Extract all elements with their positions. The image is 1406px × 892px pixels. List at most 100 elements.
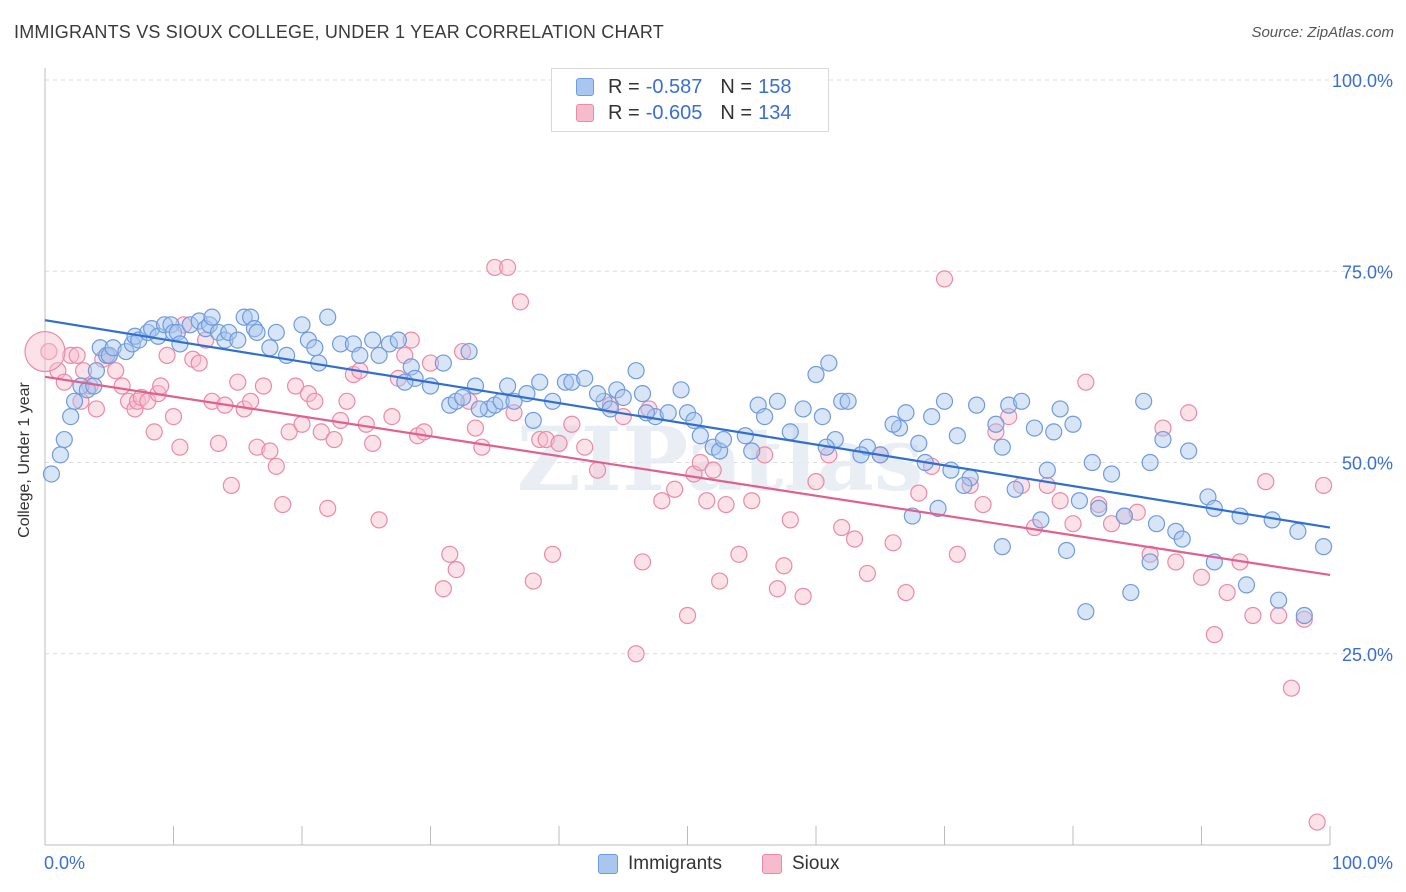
data-point-immigrants [1102, 465, 1121, 483]
data-point-immigrants [897, 404, 915, 422]
data-point-sioux [755, 446, 774, 464]
data-point-sioux [1308, 813, 1326, 831]
data-point-sioux [209, 434, 228, 452]
data-point-sioux [704, 461, 722, 479]
data-point-immigrants [987, 415, 1005, 433]
data-point-sioux [678, 606, 697, 625]
data-point-sioux [1077, 373, 1095, 391]
data-point-immigrants [563, 373, 581, 391]
data-point-sioux [190, 354, 208, 372]
data-point-immigrants [929, 499, 947, 517]
data-point-sioux [1102, 515, 1121, 533]
data-point-sioux [910, 484, 928, 502]
bottom-legend-immigrants: Immigrants [598, 852, 722, 876]
data-point-sioux [935, 270, 954, 288]
gridlines [45, 79, 1392, 655]
data-point-immigrants [51, 446, 70, 464]
data-point-immigrants [948, 427, 966, 445]
data-point-sioux [312, 423, 330, 441]
data-point-sioux [158, 346, 176, 364]
data-point-sioux [531, 430, 549, 449]
data-point-immigrants [1070, 492, 1089, 510]
legend-swatch-sioux [576, 104, 594, 122]
data-point-sioux [1295, 610, 1313, 628]
data-point-sioux [1282, 679, 1301, 697]
data-point-immigrants [203, 308, 221, 326]
data-point-sioux [466, 419, 485, 437]
data-point-sioux [261, 442, 279, 460]
data-point-sioux [434, 580, 452, 598]
data-point-sioux [293, 415, 311, 433]
data-point-immigrants [955, 476, 973, 495]
data-point-sioux [897, 583, 915, 602]
data-point-sioux [68, 346, 86, 364]
data-point-sioux [633, 553, 652, 571]
data-point-immigrants [470, 400, 488, 418]
data-point-immigrants [743, 442, 761, 460]
y-tick-label: 25.0% [1342, 645, 1393, 665]
data-point-immigrants [65, 392, 84, 410]
data-point-immigrants [87, 362, 106, 380]
data-point-sioux [730, 545, 748, 563]
data-point-immigrants [672, 381, 690, 399]
data-point-immigrants [1314, 538, 1333, 556]
data-point-immigrants [910, 434, 928, 452]
data-point-sioux [1064, 515, 1082, 533]
data-point-sioux [254, 377, 273, 395]
data-point-immigrants [755, 408, 774, 426]
data-point-sioux [845, 530, 864, 548]
data-point-sioux [441, 545, 459, 563]
data-point-immigrants [531, 373, 549, 391]
data-point-immigrants [364, 331, 382, 349]
data-point-sioux [743, 492, 761, 510]
bottom-legend-sioux: Sioux [762, 852, 840, 876]
data-point-sioux [884, 534, 902, 552]
data-point-immigrants [62, 408, 80, 426]
data-point-immigrants [659, 404, 677, 422]
data-point-immigrants [1147, 515, 1166, 533]
data-point-sioux [229, 373, 247, 391]
data-point-immigrants [1115, 507, 1134, 525]
data-point-immigrants [351, 346, 369, 364]
legend-swatch-immigrants [576, 78, 594, 96]
data-point-sioux [576, 438, 594, 456]
chart-title: IMMIGRANTS VS SIOUX COLLEGE, UNDER 1 YEA… [14, 22, 664, 42]
data-point-immigrants [768, 392, 787, 410]
data-point-sioux [370, 511, 388, 529]
data-point-sioux [248, 438, 266, 456]
data-point-sioux [807, 473, 825, 491]
data-point-immigrants [1032, 511, 1050, 529]
x-tick-label: 0.0% [44, 853, 85, 873]
data-point-sioux [1257, 473, 1275, 491]
data-point-immigrants [1237, 576, 1256, 594]
data-point-immigrants [1141, 453, 1159, 472]
data-point-immigrants [1045, 423, 1063, 441]
data-point-sioux [1269, 606, 1288, 625]
data-point-sioux [1090, 495, 1108, 514]
data-point-sioux [357, 415, 375, 433]
bottom-legend-immigrants-label: Immigrants [628, 853, 722, 874]
data-point-immigrants [261, 339, 279, 357]
data-point-sioux [421, 354, 440, 372]
data-point-sioux [171, 438, 189, 456]
data-point-sioux [1205, 626, 1223, 644]
data-point-sioux [383, 408, 401, 426]
data-point-immigrants [248, 323, 266, 342]
legend-n-value: 134 [758, 101, 792, 124]
data-point-sioux [781, 511, 799, 529]
data-point-sioux [698, 492, 716, 510]
data-point-immigrants [691, 427, 709, 445]
data-point-immigrants [833, 392, 851, 410]
data-point-sioux [447, 560, 465, 579]
data-point-immigrants [852, 446, 870, 464]
data-point-immigrants [813, 408, 832, 426]
data-point-immigrants [736, 427, 754, 445]
y-axis-label: College, Under 1 year [16, 382, 33, 538]
data-point-immigrants [1154, 430, 1172, 449]
data-point-sioux [325, 430, 343, 449]
data-point-immigrants [1289, 522, 1307, 540]
data-point-immigrants [524, 411, 542, 430]
data-point-immigrants [601, 400, 620, 418]
data-point-sioux [55, 373, 73, 391]
